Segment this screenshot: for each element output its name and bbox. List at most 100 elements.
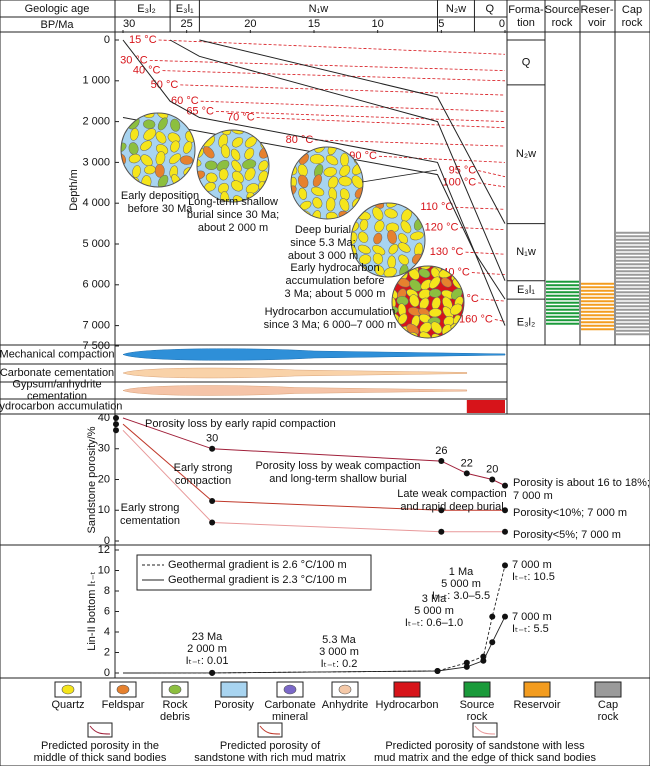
grain (325, 197, 336, 212)
legend-label: Porosity (214, 699, 254, 711)
grain (419, 322, 432, 334)
legend-grain (283, 684, 297, 695)
process-label: Hydrocarbon accumulation (0, 400, 122, 412)
rock-stripe (546, 301, 579, 304)
legend-swatch (220, 681, 248, 698)
isotherm (180, 84, 506, 96)
column-header: rock (622, 17, 643, 29)
annotation: Porosity is about 16 to 18%; (513, 477, 650, 489)
lin-point (463, 659, 470, 666)
process-bar (466, 400, 505, 413)
annotation: 5 000 m (441, 578, 481, 590)
legend-label: debris (160, 711, 190, 723)
porosity-point (438, 528, 445, 535)
grain (312, 174, 322, 187)
isotherm (478, 170, 506, 178)
annotation: cementation (120, 515, 180, 527)
grain (205, 160, 218, 171)
rock-stripe (581, 324, 614, 327)
annotation: 2 000 m (187, 643, 227, 655)
grain (154, 163, 165, 178)
legend-grain (116, 684, 130, 695)
grain (231, 137, 244, 148)
y-tick-label: 4 000 (82, 197, 110, 209)
grain (384, 208, 398, 219)
rock-stripe (616, 319, 649, 322)
grain (291, 210, 296, 219)
annotation: 7 000 m (512, 611, 552, 623)
rock-stripe (616, 326, 649, 329)
annotation: and rapid deep burial (400, 501, 503, 513)
grain (203, 146, 215, 159)
process-label: Mechanical compaction (0, 348, 114, 360)
annotation: Iₜ₋ₜ: 5.5 (512, 623, 549, 635)
grain-circle-edge (120, 112, 196, 188)
annotation: Late weak compaction (397, 488, 506, 500)
period-label: Q (485, 3, 494, 15)
isotherm-label: 60 °C (171, 95, 199, 107)
grain (419, 331, 432, 338)
y-tick-label: 1 000 (82, 75, 110, 87)
y-tick-label: 10 (98, 504, 110, 516)
grain (231, 160, 242, 173)
annotation: Porosity<5%; 7 000 m (513, 529, 621, 541)
porosity-point (502, 507, 508, 514)
period-label: N₁w (309, 3, 329, 15)
isotherm-label: 65 °C (186, 105, 214, 117)
process-lens (122, 367, 468, 379)
isotherm (480, 298, 506, 302)
isotherm (256, 117, 506, 129)
lin-point (209, 669, 216, 676)
y-tick-label: 0 (104, 667, 110, 679)
rock-stripe (616, 298, 649, 301)
isotherm-label: 70 °C (227, 111, 255, 123)
rock-stripe (546, 322, 579, 325)
grain (230, 148, 241, 161)
burial-curve (122, 39, 506, 326)
y-tick-label: 2 (104, 646, 110, 658)
rock-stripe (616, 245, 649, 248)
rock-stripe (581, 321, 614, 324)
grain (409, 294, 420, 308)
lin-point (463, 663, 470, 670)
isotherm-label: 110 °C (420, 201, 453, 213)
axis-label: Depth/m (68, 169, 80, 211)
grain (182, 179, 195, 187)
rock-stripe (616, 287, 649, 290)
legend-swatch (393, 681, 421, 698)
legend-label: sandstone with rich mud matrix (194, 752, 346, 764)
axis-label: Lin-II bottom Iₜ₋ₜ (86, 571, 98, 651)
formation-label: N₁w (516, 246, 536, 258)
grain (440, 277, 452, 288)
legend-swatch (87, 722, 113, 738)
annotation: Early strong (174, 462, 233, 474)
porosity-point (438, 458, 445, 465)
y-tick-label: 8 (104, 585, 110, 597)
porosity-point (438, 507, 445, 514)
rock-stripe (616, 263, 649, 266)
period-label: N₂w (446, 3, 466, 15)
rock-stripe (616, 312, 649, 315)
legend-label: rock (598, 711, 619, 723)
grain (140, 154, 153, 167)
legend-label: Feldspar (102, 699, 145, 711)
x-tick-label: 5 (438, 18, 444, 30)
annotation: about 3 000 m (288, 250, 358, 262)
annotation: Iₜ₋ₜ: 0.6–1.0 (405, 617, 463, 629)
data-label: 20 (486, 463, 498, 475)
isotherm (149, 60, 506, 71)
grain (387, 255, 397, 269)
column-header: Forma- (508, 4, 544, 16)
rock-stripe (616, 231, 649, 234)
annotation: 3 Ma; about 5 000 m (285, 288, 386, 300)
isotherm-label: 120 °C (425, 222, 459, 234)
period-label: E₃l₂ (137, 3, 156, 15)
grain (430, 321, 443, 334)
data-label: 22 (461, 457, 473, 469)
isotherm-label: 160 °C (459, 313, 493, 325)
grain (170, 118, 181, 132)
isotherm-label: 130 °C (430, 246, 464, 258)
rock-stripe (616, 329, 649, 332)
grain (140, 140, 153, 151)
